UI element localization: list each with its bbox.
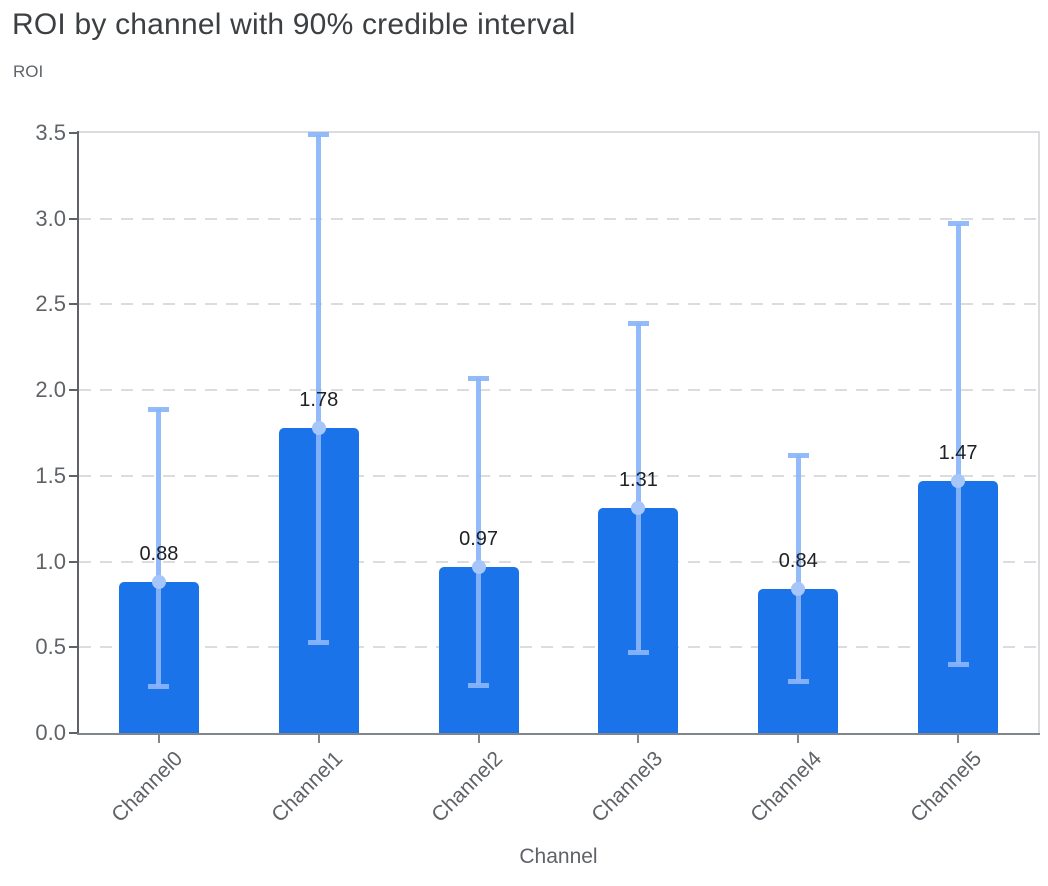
x-axis-tick: [157, 735, 160, 743]
value-label: 0.88: [139, 543, 179, 566]
error-bar-mean-dot: [151, 575, 166, 590]
plot-top-border: [79, 131, 1040, 133]
error-bar-mean-dot: [631, 501, 646, 516]
y-axis-tick: [69, 560, 77, 563]
x-axis-tick: [477, 735, 480, 743]
value-label: 1.78: [299, 388, 339, 411]
y-axis-tick: [69, 646, 77, 649]
y-tick-label: 0.5: [35, 634, 66, 660]
x-axis-tick: [797, 735, 800, 743]
error-bar-cap-upper: [627, 320, 649, 326]
value-label: 1.31: [618, 469, 658, 492]
y-tick-label: 3.0: [35, 205, 66, 231]
error-bar-stem: [795, 455, 801, 682]
error-bar-stem: [316, 134, 322, 643]
gridline: [79, 646, 1038, 649]
x-axis-line: [77, 733, 1040, 735]
y-axis-tick: [69, 389, 77, 392]
y-axis-line: [77, 131, 79, 733]
x-tick-label: Channel1: [267, 747, 348, 827]
error-bar-stem: [635, 323, 641, 653]
x-axis-title: Channel: [519, 845, 598, 868]
x-tick-label: Channel3: [586, 747, 667, 827]
gridline: [79, 560, 1038, 563]
gridline: [79, 474, 1038, 477]
error-bar-cap-lower: [627, 649, 649, 655]
error-bar-cap-lower: [468, 682, 490, 688]
gridline: [79, 217, 1038, 220]
error-bar-mean-dot: [311, 420, 326, 435]
error-bar-cap-upper: [947, 221, 969, 227]
error-bar-cap-upper: [148, 406, 170, 412]
error-bar-mean-dot: [791, 582, 806, 596]
gridline: [79, 389, 1038, 392]
error-bar-cap-upper: [468, 375, 490, 381]
error-bar-stem: [476, 378, 482, 685]
error-bar-cap-upper: [787, 452, 809, 458]
value-label: 0.84: [778, 550, 818, 572]
error-bar-mean-dot: [951, 474, 966, 488]
y-tick-label: 1.5: [35, 462, 66, 488]
x-axis-tick: [957, 735, 960, 743]
y-axis-tick: [69, 217, 77, 220]
error-bar-mean-dot: [471, 559, 486, 574]
x-tick-label: Channel0: [107, 747, 188, 827]
value-label: 1.47: [938, 442, 978, 464]
plot-right-border: [1038, 131, 1040, 733]
y-tick-label: 1.0: [35, 548, 66, 574]
gridline: [79, 303, 1038, 306]
x-tick-label: Channel2: [427, 747, 507, 827]
x-axis-tick: [317, 735, 320, 743]
error-bar-stem: [156, 409, 162, 687]
error-bar-cap-lower: [308, 639, 330, 645]
error-bar-cap-upper: [308, 132, 330, 138]
error-bar-stem: [955, 223, 961, 665]
error-bar-cap-lower: [787, 679, 809, 685]
x-tick-label: Channel5: [906, 747, 987, 827]
error-bar-cap-lower: [148, 684, 170, 690]
y-axis-title: ROI: [13, 62, 44, 81]
x-axis-tick: [637, 735, 640, 743]
y-tick-label: 2.5: [35, 291, 66, 317]
y-axis-tick: [69, 474, 77, 477]
y-axis-tick: [69, 732, 77, 734]
y-axis-tick: [69, 303, 77, 306]
y-tick-label: 0.0: [35, 720, 66, 745]
y-tick-label: 2.0: [35, 377, 66, 403]
y-tick-label: 3.5: [35, 120, 66, 145]
x-tick-label: Channel4: [746, 747, 827, 827]
value-label: 0.97: [459, 527, 499, 550]
chart-title: ROI by channel with 90% credible interva…: [12, 8, 576, 41]
y-axis-tick: [69, 132, 77, 134]
error-bar-cap-lower: [947, 661, 969, 667]
